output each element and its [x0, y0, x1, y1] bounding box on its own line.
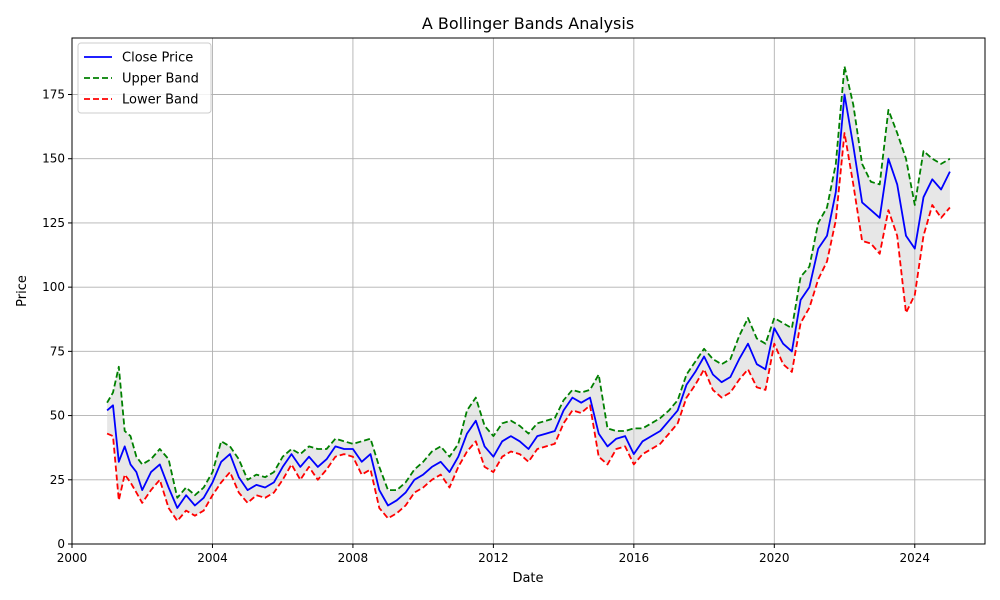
plot-area: 2000 2004 2008 2012 2016 2020 2024 0 25 50 75 100 1…: [42, 37, 986, 565]
y-axis-ticks: 0 25 50 75 100 125 150 175: [42, 88, 72, 551]
y-tick-label: 0: [57, 537, 65, 551]
series-line-lower-band: [106, 132, 951, 522]
legend-label-upper-band: Upper Band: [122, 72, 199, 87]
legend-box: [77, 42, 212, 114]
y-tick-label: 75: [50, 344, 65, 358]
y-tick-label: 100: [42, 280, 65, 294]
y-tick-label: 125: [42, 216, 65, 230]
legend-label-close-price: Close Price: [122, 51, 193, 66]
x-tick-label: 2020: [759, 551, 790, 565]
x-tick-label: 2012: [478, 551, 509, 565]
chart-title: A Bollinger Bands Analysis: [422, 14, 634, 33]
y-tick-label: 175: [42, 88, 65, 102]
x-tick-label: 2008: [338, 551, 369, 565]
y-tick-label: 150: [42, 152, 65, 166]
x-axis-label: Date: [512, 571, 543, 586]
y-tick-label: 50: [50, 409, 65, 423]
plot-frame: [71, 37, 986, 545]
series-lines: [106, 65, 951, 522]
legend: Close Price Upper Band Lower Band: [77, 42, 212, 114]
series-line-upper-band: [106, 65, 951, 499]
x-tick-label: 2000: [57, 551, 88, 565]
x-axis-ticks: 2000 2004 2008 2012 2016 2020 2024: [57, 544, 930, 565]
y-tick-label: 25: [50, 473, 65, 487]
x-tick-label: 2024: [899, 551, 930, 565]
series-line-close-price: [106, 93, 951, 509]
y-axis-label: Price: [15, 275, 30, 307]
legend-label-lower-band: Lower Band: [122, 93, 198, 108]
x-tick-label: 2004: [197, 551, 228, 565]
x-tick-label: 2016: [619, 551, 650, 565]
